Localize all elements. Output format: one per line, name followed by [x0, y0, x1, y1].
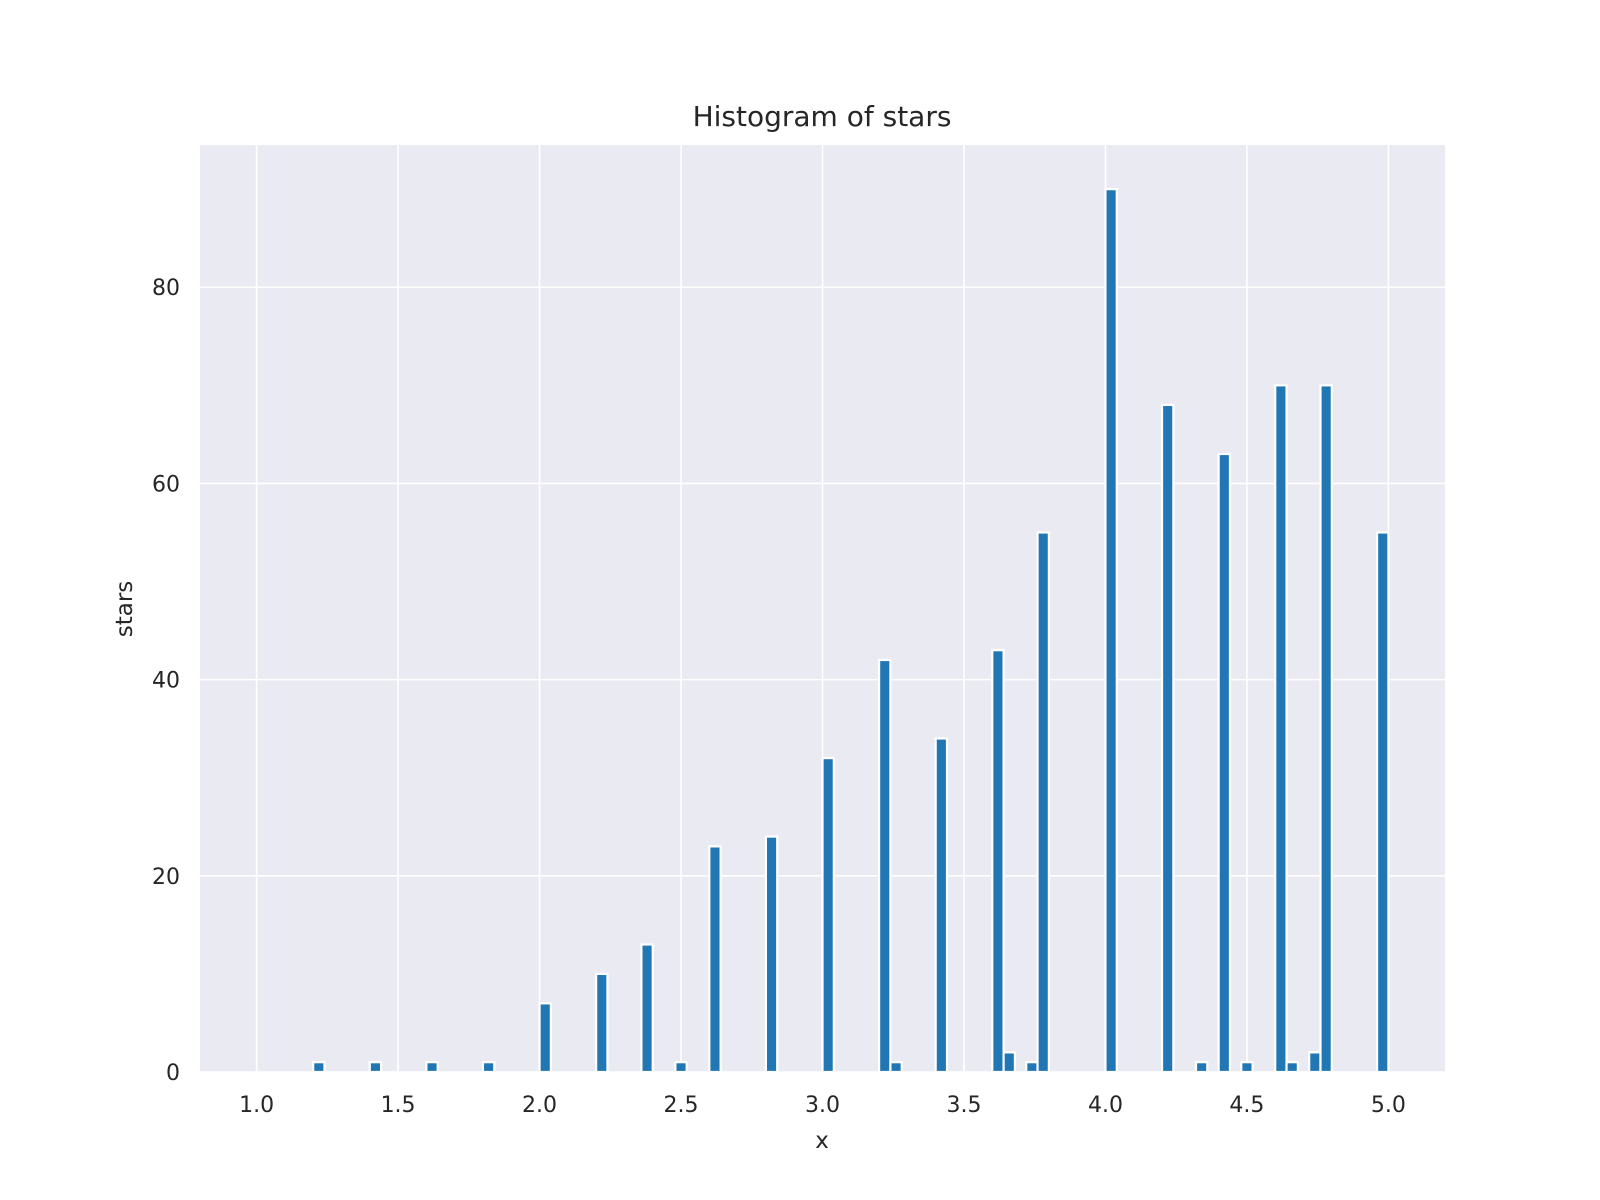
histogram-bar	[934, 737, 949, 1074]
histogram-bar	[1285, 1061, 1299, 1074]
x-axis-label: x	[815, 1128, 829, 1154]
y-tick-label: 60	[152, 472, 180, 497]
histogram-bar	[1036, 531, 1050, 1074]
histogram-bar	[1240, 1061, 1254, 1074]
y-axis-label: stars	[112, 581, 138, 638]
x-tick-label: 2.5	[664, 1093, 699, 1118]
histogram-bar	[821, 756, 835, 1074]
histogram-bar	[1274, 384, 1288, 1074]
histogram-bar	[1308, 1051, 1322, 1074]
histogram-bar	[1160, 403, 1175, 1074]
y-tick-labels: 0 20 40 60 80	[152, 276, 180, 1086]
histogram-bar	[1319, 384, 1333, 1074]
x-tick-labels: 1.0 1.5 2.0 2.5 3.0 3.5 4.0 4.5 5.0	[239, 1093, 1406, 1118]
histogram-bar	[1194, 1061, 1209, 1074]
histogram-bar	[1002, 1051, 1017, 1074]
x-tick-label: 5.0	[1371, 1093, 1406, 1118]
y-tick-label: 20	[152, 865, 180, 890]
histogram-bar	[889, 1061, 903, 1074]
histogram-bar	[368, 1061, 383, 1074]
x-tick-label: 3.0	[805, 1093, 840, 1118]
histogram-bar	[481, 1061, 496, 1074]
y-tick-label: 40	[152, 669, 180, 694]
histogram-bar	[312, 1061, 326, 1074]
x-tick-label: 3.5	[946, 1093, 981, 1118]
histogram-bar	[708, 845, 722, 1074]
histogram-bar	[1375, 531, 1390, 1074]
histogram-bar	[764, 835, 779, 1074]
histogram-bar	[640, 943, 654, 1074]
x-tick-label: 4.5	[1229, 1093, 1264, 1118]
histogram-bars	[312, 188, 1390, 1074]
y-tick-label: 80	[152, 276, 180, 301]
x-tick-label: 2.0	[522, 1093, 557, 1118]
histogram-bar	[538, 1002, 552, 1074]
x-tick-label: 4.0	[1088, 1093, 1123, 1118]
histogram-bar	[425, 1061, 439, 1074]
y-tick-label: 0	[166, 1061, 180, 1086]
histogram-bar	[991, 649, 1005, 1074]
histogram-bar	[1217, 452, 1232, 1074]
x-tick-label: 1.5	[381, 1093, 416, 1118]
histogram-bar	[674, 1061, 688, 1074]
histogram-bar	[595, 972, 609, 1074]
x-tick-label: 1.0	[239, 1093, 274, 1118]
histogram-bar	[877, 658, 892, 1074]
chart-title: Histogram of stars	[693, 100, 952, 133]
histogram-bar	[1025, 1061, 1039, 1074]
histogram-bar	[1104, 188, 1118, 1074]
